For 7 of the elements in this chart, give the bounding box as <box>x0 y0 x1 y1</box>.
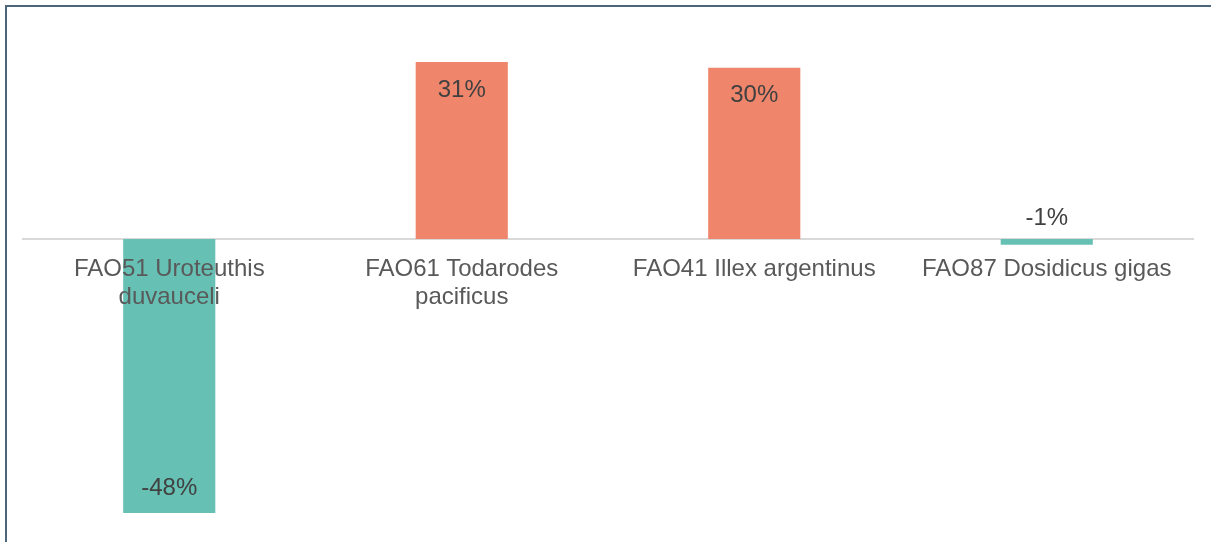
x-tick-label: FAO87 Dosidicus gigas <box>922 253 1172 281</box>
data-label: -48% <box>141 472 198 500</box>
data-label: 31% <box>437 74 486 102</box>
x-tick-label: FAO61 Todarodes pacificus <box>365 253 559 309</box>
data-label: -1% <box>1025 202 1069 230</box>
x-tick-label: FAO41 Illex argentinus <box>632 253 876 281</box>
data-label: 30% <box>730 80 779 108</box>
